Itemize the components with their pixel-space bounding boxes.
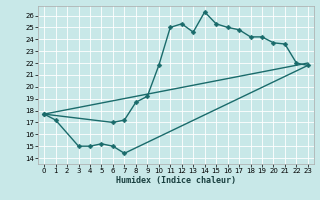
X-axis label: Humidex (Indice chaleur): Humidex (Indice chaleur) bbox=[116, 176, 236, 185]
